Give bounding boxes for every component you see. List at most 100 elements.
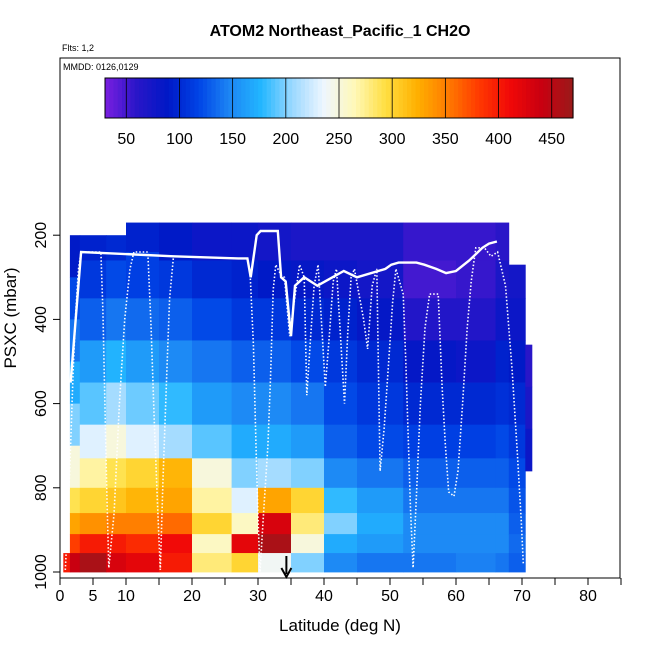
heatmap-cell — [231, 534, 259, 554]
heatmap-cell — [192, 534, 232, 554]
colorbar-segment — [543, 78, 549, 118]
colorbar-segment — [534, 78, 540, 118]
heatmap-cell — [126, 424, 160, 459]
heatmap-cell — [192, 487, 232, 514]
heatmap-cell — [324, 487, 358, 514]
heatmap-cell — [231, 298, 259, 341]
colorbar-segment — [330, 78, 336, 118]
heatmap-cell — [456, 298, 496, 341]
heatmap-cell — [69, 277, 81, 320]
heatmap-cell — [192, 382, 232, 426]
heatmap-cell — [126, 513, 160, 535]
x-tick-label: 40 — [315, 588, 333, 605]
heatmap-cell — [258, 424, 292, 459]
colorbar-segment — [356, 78, 361, 118]
heatmap-cell — [106, 513, 127, 535]
marker-arrow-head — [280, 567, 293, 580]
heatmap-cell — [231, 487, 259, 514]
y-tick-label: 200 — [33, 222, 50, 249]
colorbar-segment — [326, 78, 332, 118]
heatmap-cell — [357, 222, 404, 261]
colorbar-segment — [202, 78, 208, 118]
colorbar-segment — [419, 78, 425, 118]
colorbar-segment — [492, 78, 498, 118]
colorbar-segment — [560, 78, 566, 118]
heatmap-cell — [357, 340, 404, 383]
heatmap-cell — [508, 382, 526, 426]
colorbar-segment — [105, 78, 110, 118]
colorbar-segment — [275, 78, 281, 118]
colorbar-segment — [207, 78, 212, 118]
heatmap-cell — [495, 424, 510, 459]
flight-track-dense — [69, 229, 498, 383]
heatmap-cell — [126, 340, 160, 383]
colorbar-segment — [453, 78, 459, 118]
heatmap-cell — [79, 487, 107, 514]
colorbar-tick-label: 400 — [485, 131, 512, 148]
heatmap-cell — [69, 361, 81, 404]
colorbar-segment — [521, 78, 527, 118]
chart-title: ATOM2 Northeast_Pacific_1 CH2O — [210, 23, 471, 40]
colorbar: 50 100 150 200 250 300 350 400 450 — [104, 77, 574, 148]
heatmap-cell — [495, 553, 510, 573]
colorbar-segment — [224, 78, 229, 118]
heatmap-cell — [79, 382, 107, 426]
colorbar-segment — [343, 78, 349, 118]
heatmap-cell — [192, 553, 232, 573]
heatmap-cell — [63, 553, 71, 573]
colorbar-segment — [415, 78, 421, 118]
colorbar-segment — [385, 78, 391, 118]
colorbar-segment — [113, 78, 119, 118]
heatmap-cell — [456, 513, 496, 535]
colorbar-segment — [517, 78, 523, 118]
colorbar-segment — [475, 78, 480, 118]
colorbar-tick-label: 50 — [117, 131, 135, 148]
x-tick-label: 30 — [249, 588, 267, 605]
heatmap-cell — [357, 260, 404, 299]
colorbar-segment — [215, 78, 221, 118]
heatmap-cell — [456, 382, 496, 426]
colorbar-segment — [458, 78, 463, 118]
heatmap-cell — [324, 534, 358, 554]
colorbar-segment — [513, 78, 519, 118]
heatmap-cell — [192, 260, 232, 299]
colorbar-segment — [292, 78, 298, 118]
heatmap-cell — [258, 298, 292, 341]
heatmap-cell — [508, 487, 526, 514]
colorbar-segment — [564, 78, 570, 118]
colorbar-segment — [449, 78, 455, 118]
plot-area — [63, 222, 533, 580]
heatmap-cell — [258, 222, 292, 261]
flight-track — [64, 247, 525, 573]
heatmap-cell — [106, 553, 127, 573]
heatmap-cell — [159, 340, 193, 383]
colorbar-segment — [364, 78, 370, 118]
heatmap-cell — [403, 513, 457, 535]
colorbar-segment — [381, 78, 387, 118]
heatmap-cell — [192, 298, 232, 341]
heatmap-cell — [403, 298, 457, 341]
colorbar-segment — [432, 78, 438, 118]
heatmap-cell — [231, 340, 259, 383]
heatmap-cell — [159, 458, 193, 489]
heatmap-cell — [258, 513, 292, 535]
colorbar-segment — [198, 78, 204, 118]
colorbar-segment — [351, 78, 357, 118]
colorbar-segment — [428, 78, 434, 118]
colorbar-segment — [296, 78, 302, 118]
colorbar-segment — [258, 78, 264, 118]
heatmap-cell — [495, 298, 510, 341]
heatmap-cell — [495, 534, 510, 554]
colorbar-segment — [313, 78, 319, 118]
heatmap-cell — [403, 382, 457, 426]
colorbar-segment — [232, 78, 238, 118]
y-tick-label: 1000 — [33, 554, 50, 590]
heatmap-cell — [79, 340, 107, 383]
heatmap-cell — [231, 382, 259, 426]
colorbar-tick-label: 250 — [326, 131, 353, 148]
x-tick-label: 10 — [117, 588, 135, 605]
colorbar-segment — [360, 78, 366, 118]
colorbar-segment — [279, 78, 285, 118]
heatmap-cell — [69, 487, 81, 514]
heatmap-cell — [258, 340, 292, 383]
